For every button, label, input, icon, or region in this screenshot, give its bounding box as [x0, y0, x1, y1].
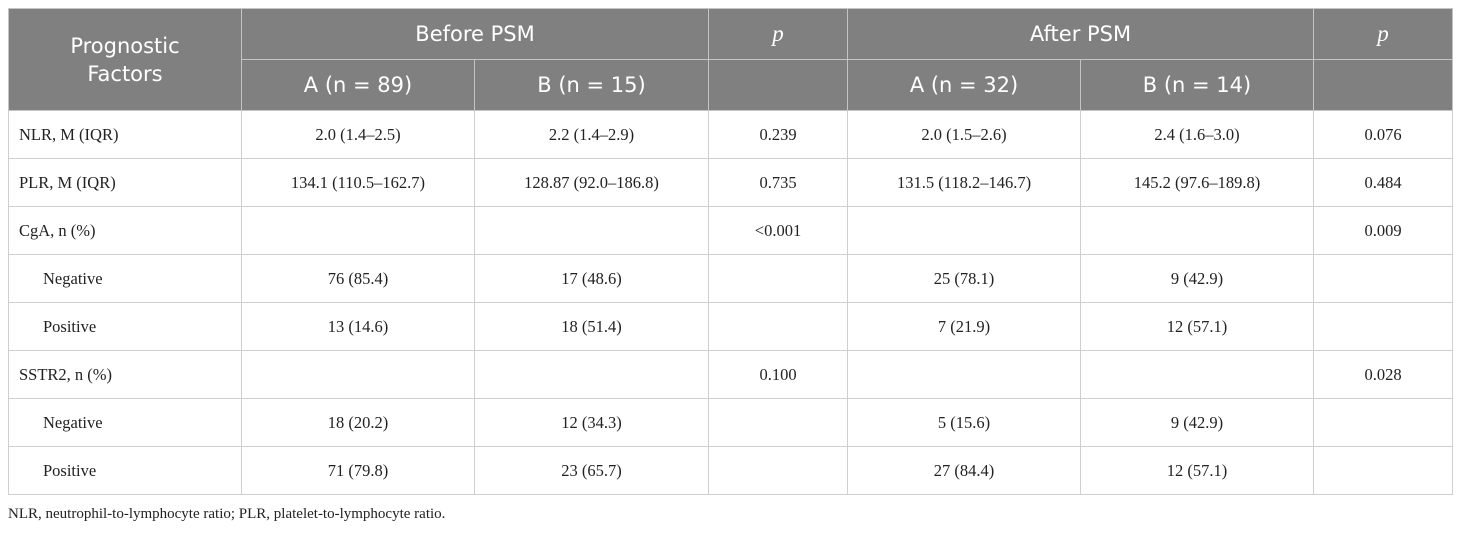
- row-label: SSTR2, n (%): [8, 350, 242, 399]
- header-cell: Before PSM: [240, 8, 710, 60]
- table-cell: [1313, 398, 1454, 447]
- table-cell: 2.4 (1.6–3.0): [1080, 110, 1315, 159]
- row-label: NLR, M (IQR): [8, 110, 242, 159]
- table-row: Negative 76 (85.4) 17 (48.6) 25 (78.1) 9 (42…: [8, 254, 1454, 303]
- header-cell: B (n = 15): [473, 59, 710, 111]
- table-cell: [1313, 254, 1454, 303]
- table-cell: [1313, 302, 1454, 351]
- header-cell: A (n = 32): [847, 59, 1082, 111]
- row-label: Negative: [8, 398, 242, 447]
- table-cell: [847, 206, 1082, 255]
- data-table: Prognostic Factors Before PSM p After PS…: [8, 8, 1454, 495]
- table-cell: 0.239: [708, 110, 849, 159]
- header-cell: After PSM: [847, 8, 1315, 60]
- table-cell: 134.1 (110.5–162.7): [241, 158, 475, 207]
- row-label: CgA, n (%): [8, 206, 242, 255]
- table-cell: 12 (57.1): [1080, 446, 1315, 495]
- table-row: Negative 18 (20.2) 12 (34.3) 5 (15.6) 9 (42.…: [8, 398, 1454, 447]
- header-text: Prognostic Factors: [70, 33, 180, 86]
- table-cell: 76 (85.4): [241, 254, 475, 303]
- header-cell: A (n = 89): [241, 59, 475, 111]
- table-cell: 18 (20.2): [241, 398, 475, 447]
- table-cell: 2.0 (1.4–2.5): [241, 110, 475, 159]
- table-cell: 145.2 (97.6–189.8): [1080, 158, 1315, 207]
- table-cell: 18 (51.4): [473, 302, 710, 351]
- table-cell: 9 (42.9): [1080, 254, 1315, 303]
- header-cell: [1313, 59, 1454, 111]
- table-row: Positive 13 (14.6) 18 (51.4) 7 (21.9) 12 (57…: [8, 302, 1454, 351]
- table-body: NLR, M (IQR) 2.0 (1.4–2.5) 2.2 (1.4–2.9) 0.…: [8, 110, 1454, 495]
- table-cell: [1080, 206, 1315, 255]
- table-cell: <0.001: [708, 206, 849, 255]
- table-cell: 12 (57.1): [1080, 302, 1315, 351]
- footnote: NLR, neutrophil-to-lymphocyte ratio; PLR…: [8, 506, 446, 522]
- table-cell: 27 (84.4): [847, 446, 1082, 495]
- table-cell: 5 (15.6): [847, 398, 1082, 447]
- table-cell: [1080, 350, 1315, 399]
- table-cell: 9 (42.9): [1080, 398, 1315, 447]
- table-cell: 7 (21.9): [847, 302, 1082, 351]
- table-cell: 2.2 (1.4–2.9): [473, 110, 710, 159]
- row-label: Positive: [8, 302, 242, 351]
- table-cell: 128.87 (92.0–186.8): [473, 158, 710, 207]
- table-cell: [708, 254, 849, 303]
- table-cell: 0.100: [708, 350, 849, 399]
- table-cell: 131.5 (118.2–146.7): [847, 158, 1082, 207]
- table-cell: [241, 206, 475, 255]
- table-cell: [708, 302, 849, 351]
- table-cell: 12 (34.3): [473, 398, 710, 447]
- table-cell: [1313, 446, 1454, 495]
- table-cell: 0.009: [1313, 206, 1454, 255]
- table-cell: 23 (65.7): [473, 446, 710, 495]
- table-cell: 0.484: [1313, 158, 1454, 207]
- table-cell: 0.076: [1313, 110, 1454, 159]
- table-cell: 71 (79.8): [241, 446, 475, 495]
- table-row: CgA, n (%) <0.001 0.009: [8, 206, 1454, 255]
- row-label: PLR, M (IQR): [8, 158, 242, 207]
- row-label: Negative: [8, 254, 242, 303]
- table-row: PLR, M (IQR) 134.1 (110.5–162.7) 128.87 (9…: [8, 158, 1454, 207]
- header-cell: p: [1313, 8, 1454, 60]
- table-cell: 0.028: [1313, 350, 1454, 399]
- table-cell: 25 (78.1): [847, 254, 1082, 303]
- table-row: Positive 71 (79.8) 23 (65.7) 27 (84.4) 12 (5…: [8, 446, 1454, 495]
- table-cell: 17 (48.6): [473, 254, 710, 303]
- table-cell: 0.735: [708, 158, 849, 207]
- table-cell: [708, 398, 849, 447]
- table-cell: [847, 350, 1082, 399]
- table-cell: 2.0 (1.5–2.6): [847, 110, 1082, 159]
- header-row: Prognostic Factors Before PSM p After PS…: [8, 8, 1454, 111]
- table-row: SSTR2, n (%) 0.100 0.028: [8, 350, 1454, 399]
- table-cell: [473, 350, 710, 399]
- table-cell: 13 (14.6): [241, 302, 475, 351]
- table-cell: [473, 206, 710, 255]
- table-cell: [241, 350, 475, 399]
- table-cell: [708, 446, 849, 495]
- header-cell: B (n = 14): [1080, 59, 1315, 111]
- header-row: A (n = 89) B (n = 15) A (n = 32) B (n = …: [9, 59, 1454, 111]
- header-cell: Prognostic Factors: [8, 8, 242, 111]
- header-cell: p: [708, 8, 849, 60]
- header-cell: [708, 59, 849, 111]
- row-label: Positive: [8, 446, 242, 495]
- table-row: NLR, M (IQR) 2.0 (1.4–2.5) 2.2 (1.4–2.9) 0.…: [8, 110, 1454, 159]
